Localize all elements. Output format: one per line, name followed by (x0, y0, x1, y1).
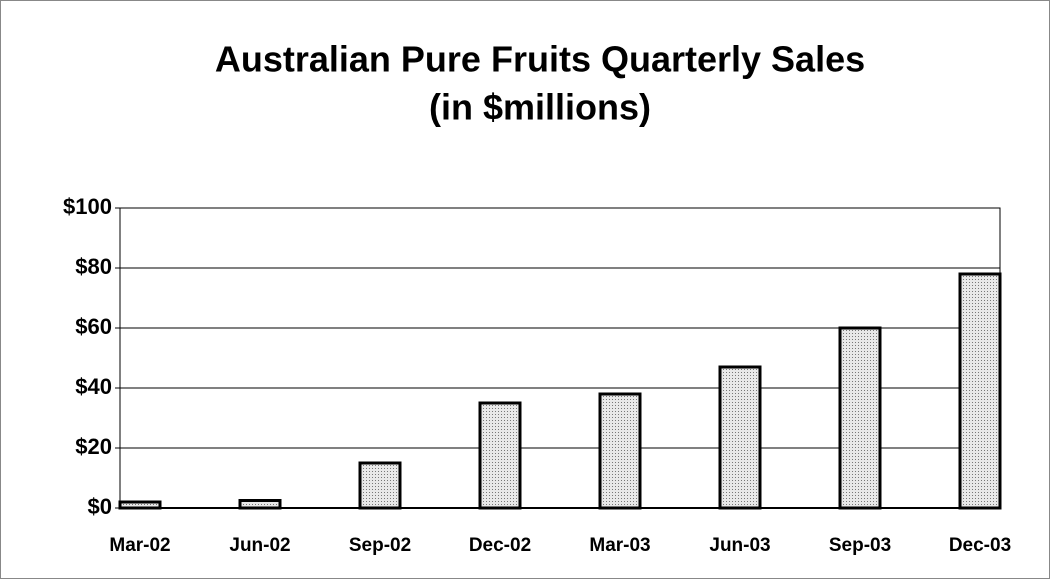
bar (838, 326, 882, 510)
y-tick-label: $40 (75, 374, 112, 399)
bar (598, 392, 642, 510)
y-tick-label: $0 (88, 494, 112, 519)
bar (958, 272, 1002, 510)
x-tick-label: Mar-03 (589, 535, 650, 556)
x-tick-label: Jun-03 (709, 535, 770, 556)
x-tick-label: Jun-02 (229, 535, 290, 556)
bar (478, 401, 522, 510)
y-tick-label: $20 (75, 434, 112, 459)
chart-title: Australian Pure Fruits Quarterly Sales (215, 39, 865, 80)
bar (358, 461, 402, 510)
y-tick-label: $100 (63, 194, 112, 219)
x-tick-label: Dec-02 (469, 535, 531, 556)
x-tick-label: Mar-02 (109, 535, 170, 556)
y-tick-label: $60 (75, 314, 112, 339)
x-tick-label: Dec-03 (949, 535, 1011, 556)
x-tick-label: Sep-02 (349, 535, 411, 556)
y-tick-label: $80 (75, 254, 112, 279)
chart-subtitle: (in $millions) (429, 87, 651, 128)
x-tick-label: Sep-03 (829, 535, 891, 556)
bar (238, 499, 282, 510)
bar (718, 365, 762, 510)
